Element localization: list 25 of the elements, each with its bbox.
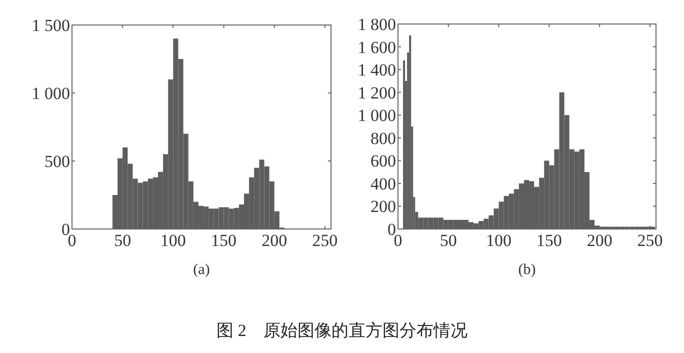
y-tick-label: 1 000 [358, 106, 396, 126]
y-tick-label: 1 500 [32, 16, 70, 35]
y-tick-label: 1 800 [358, 15, 396, 34]
y-tick-label: 500 [44, 152, 70, 171]
y-tick-label: 1 000 [32, 84, 70, 103]
y-tick-label: 200 [370, 197, 396, 216]
y-tick-label: 1 200 [358, 83, 396, 102]
x-axis-title: (a) [193, 262, 210, 278]
x-tick-label: 150 [536, 231, 562, 250]
x-tick-label: 200 [262, 231, 288, 250]
x-tick-label: 250 [637, 231, 663, 250]
caption: 图 2 原始图像的直方图分布情况 [216, 321, 468, 340]
y-tick-label: 600 [370, 152, 396, 171]
x-tick-label: 150 [211, 231, 237, 250]
y-tick-label: 400 [370, 174, 396, 194]
y-tick-label: 1 400 [358, 60, 396, 80]
x-tick-label: 100 [160, 231, 186, 250]
x-tick-label: 100 [486, 231, 512, 250]
x-tick-label: 50 [440, 231, 457, 250]
y-tick-label: 1 600 [358, 38, 396, 57]
x-tick-label: 250 [312, 231, 338, 250]
y-tick-label: 800 [370, 128, 396, 148]
x-axis-title: (b) [518, 262, 536, 278]
x-tick-label: 50 [114, 231, 132, 250]
x-tick-label: 200 [586, 231, 612, 250]
